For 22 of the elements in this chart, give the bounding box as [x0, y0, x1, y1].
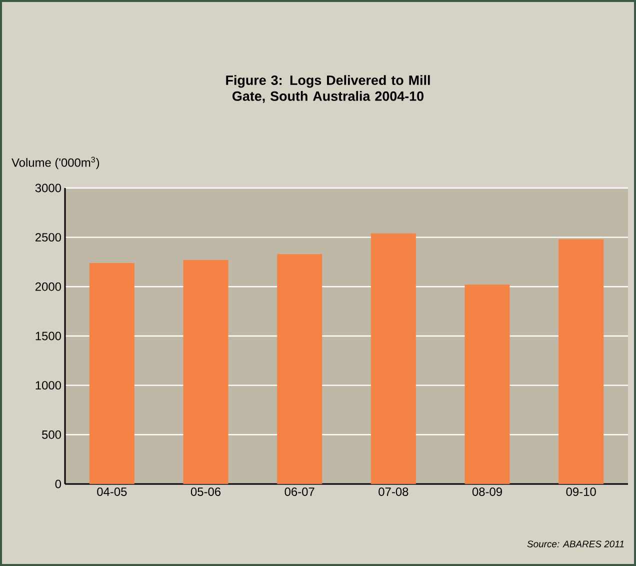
- x-tick-label: 08-09: [472, 488, 502, 496]
- bar: [370, 233, 416, 484]
- y-tick-label: 0: [55, 480, 62, 488]
- y-tick-label: 2500: [35, 233, 62, 242]
- y-tick-label: 3000: [35, 184, 62, 192]
- y-axis-title: Volume ('000m$^{3}$): [12, 156, 100, 170]
- y-tick-label: 500: [42, 430, 62, 439]
- y-tick-label: 1000: [36, 381, 62, 390]
- bar: [183, 260, 228, 484]
- x-tick-label: 09-10: [566, 488, 596, 496]
- bar: [89, 262, 134, 484]
- source-note: Source: ABARES 2011: [527, 540, 624, 548]
- bar: [558, 239, 604, 484]
- x-tick-label: 04-05: [97, 488, 127, 496]
- y-tick-label: 2000: [35, 282, 62, 291]
- bar: [277, 254, 322, 484]
- x-tick-label: 06-07: [284, 488, 314, 496]
- y-tick-label: 1500: [36, 332, 62, 340]
- x-tick-label: 07-08: [378, 488, 408, 496]
- bar: [464, 284, 510, 484]
- chart-title: Figure 3: Logs Delivered to Mill Gate, South Australia 2004-10: [226, 75, 430, 103]
- x-tick-label: 05-06: [190, 488, 221, 496]
